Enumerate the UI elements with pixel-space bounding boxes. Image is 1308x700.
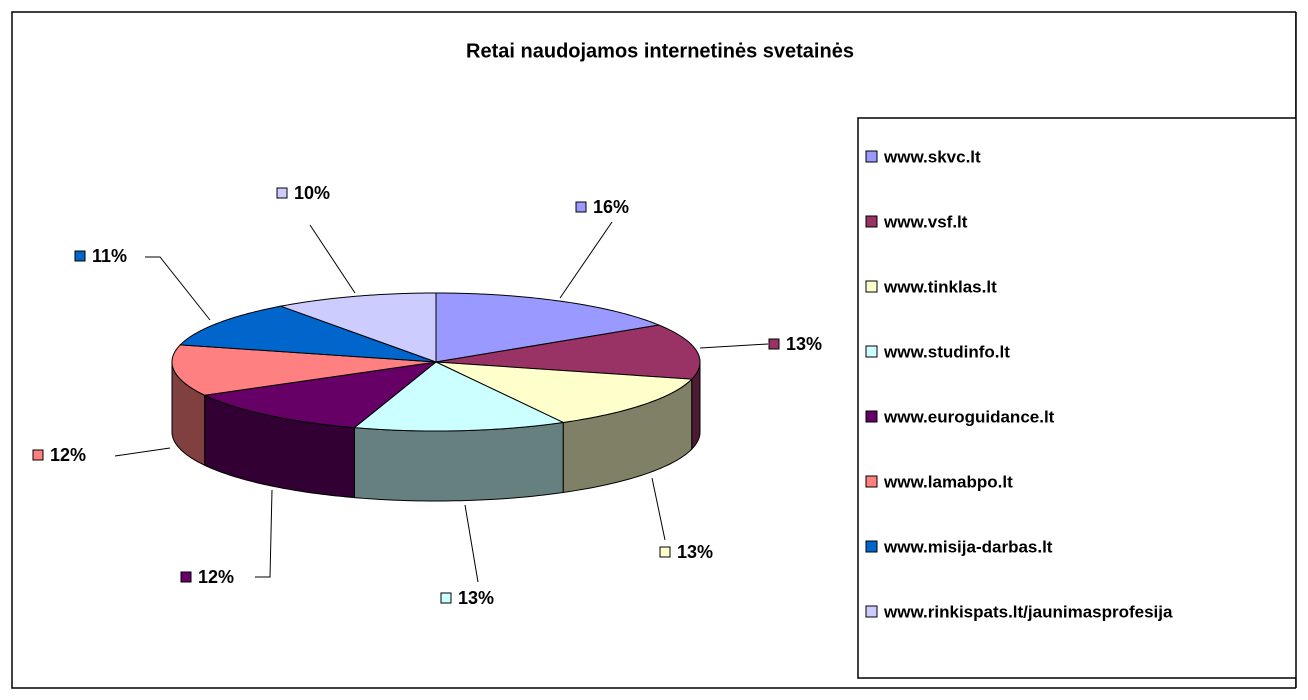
- leader-line: [114, 447, 171, 457]
- leader-line: [651, 477, 666, 541]
- leader-line: [559, 221, 613, 299]
- pie-slice: [171, 344, 437, 396]
- data-label: 13%: [458, 588, 494, 608]
- label-key: [659, 546, 671, 558]
- chart-title: Retai naudojamos internetinės svetainės: [466, 40, 854, 62]
- legend-label: www.lamabpo.lt: [883, 472, 1013, 491]
- legend-label: www.vsf.lt: [883, 212, 968, 231]
- legend-key: [865, 345, 878, 358]
- legend-key: [865, 410, 878, 423]
- data-label: 13%: [677, 542, 713, 562]
- legend-key: [865, 475, 878, 488]
- leader-line: [145, 256, 211, 321]
- legend-box: [857, 117, 1308, 679]
- legend-key: [865, 280, 878, 293]
- legend-label: www.euroguidance.lt: [883, 407, 1055, 426]
- legend-label: www.tinklas.lt: [883, 277, 997, 296]
- leader-line: [255, 489, 273, 578]
- legend-key: [865, 605, 878, 618]
- data-label: 11%: [92, 246, 127, 266]
- legend-key: [865, 150, 878, 163]
- data-label: 12%: [50, 445, 86, 465]
- pie-slice: [435, 324, 701, 380]
- label-key: [440, 592, 452, 604]
- leader-line: [464, 504, 479, 583]
- leader-line: [309, 224, 356, 294]
- data-label: 13%: [786, 334, 822, 354]
- pie-slice-side: [353, 421, 564, 502]
- pie-slice: [435, 292, 661, 363]
- legend-key: [865, 215, 878, 228]
- label-key: [276, 187, 288, 199]
- data-label: 16%: [593, 197, 629, 217]
- right-edge: [1296, 0, 1308, 700]
- legend-key: [865, 540, 878, 553]
- pie-slice: [202, 361, 438, 429]
- label-key: [575, 201, 587, 213]
- legend-label: www.misija-darbas.lt: [883, 537, 1053, 556]
- data-label: 10%: [294, 183, 330, 203]
- legend-label: www.rinkispats.lt/jaunimasprofesija: [883, 602, 1173, 621]
- label-key: [180, 571, 192, 583]
- label-key: [32, 449, 44, 461]
- pie-slice: [353, 361, 565, 432]
- legend-label: www.skvc.lt: [883, 147, 981, 166]
- legend-label: www.studinfo.lt: [883, 342, 1010, 361]
- label-key: [74, 250, 86, 262]
- pie-slice: [179, 305, 437, 363]
- label-key: [768, 338, 780, 350]
- pie-slice: [435, 361, 693, 423]
- pie-slice: [278, 292, 437, 363]
- data-label: 12%: [198, 567, 234, 587]
- leader-line: [699, 343, 769, 349]
